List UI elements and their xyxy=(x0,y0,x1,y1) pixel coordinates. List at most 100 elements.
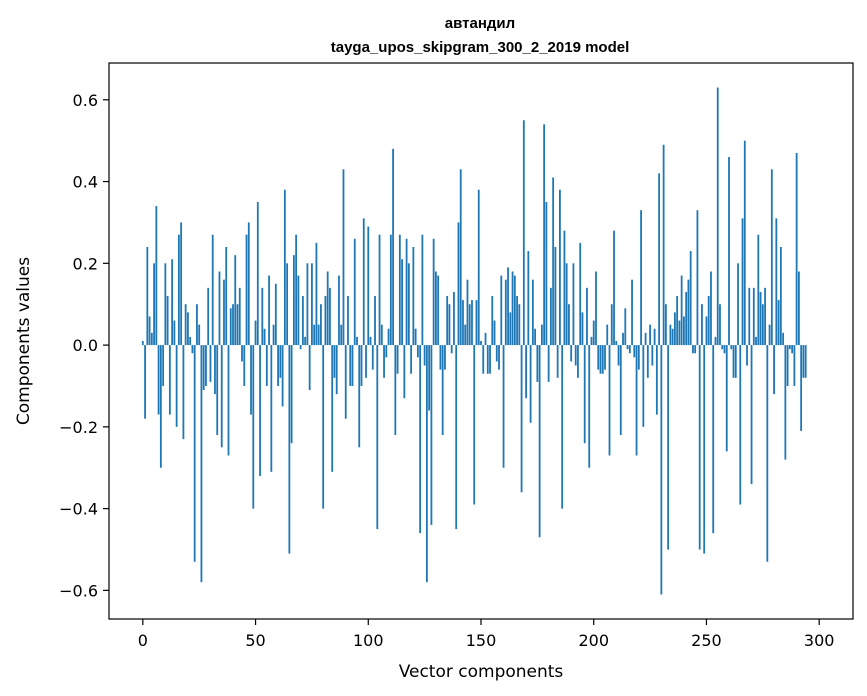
bar xyxy=(714,336,717,346)
bar xyxy=(435,271,437,346)
bar xyxy=(730,345,733,350)
y-tick-label: 0.4 xyxy=(73,173,98,192)
bar xyxy=(335,345,338,395)
bar xyxy=(707,296,710,346)
bar xyxy=(712,345,715,534)
bar xyxy=(626,345,629,350)
bar xyxy=(308,345,311,391)
bar xyxy=(793,345,796,386)
bar xyxy=(764,287,766,346)
bar xyxy=(423,345,426,366)
bar xyxy=(331,345,334,472)
y-axis-ticks: −0.6 −0.4 −0.2 0.0 0.2 0.4 0.6 xyxy=(59,91,109,600)
bar xyxy=(155,206,158,346)
bar xyxy=(527,251,530,346)
bar xyxy=(669,324,672,346)
bar xyxy=(385,345,388,358)
bar xyxy=(268,275,270,346)
bar xyxy=(640,210,642,346)
bar xyxy=(642,345,645,427)
bar xyxy=(601,345,604,374)
bar xyxy=(565,263,568,346)
bar xyxy=(628,345,631,354)
bar xyxy=(561,345,564,509)
bar xyxy=(728,157,730,346)
bar xyxy=(196,304,198,346)
bar xyxy=(425,345,428,583)
bar xyxy=(141,341,144,346)
bar xyxy=(389,234,392,346)
bar xyxy=(209,345,212,382)
bar xyxy=(658,173,661,346)
bar xyxy=(696,210,699,346)
bar xyxy=(274,283,277,346)
chart-title-line1: автандил xyxy=(445,15,515,32)
bar xyxy=(588,345,591,468)
bar xyxy=(394,345,397,436)
bar xyxy=(568,304,570,346)
bar xyxy=(676,296,679,346)
bar xyxy=(739,345,742,505)
bar xyxy=(795,152,798,346)
bar xyxy=(757,234,760,346)
bar xyxy=(410,345,413,374)
plot-frame xyxy=(108,62,854,620)
bar xyxy=(520,345,523,493)
bar xyxy=(333,345,336,378)
bar xyxy=(450,345,453,354)
bar xyxy=(182,345,185,440)
bar xyxy=(734,345,737,378)
bar xyxy=(752,287,755,346)
bar xyxy=(504,279,507,346)
bar xyxy=(592,320,595,346)
bar xyxy=(432,238,435,346)
bar xyxy=(311,263,313,346)
bar xyxy=(162,345,165,386)
bar xyxy=(340,324,343,346)
bar xyxy=(428,345,431,411)
bar xyxy=(301,296,304,346)
bar xyxy=(295,234,298,346)
bar xyxy=(148,316,151,346)
bar xyxy=(761,304,764,346)
bar xyxy=(775,218,778,346)
y-tick-label: −0.2 xyxy=(59,418,98,437)
bar xyxy=(800,345,803,431)
bar xyxy=(606,324,609,346)
bar xyxy=(444,345,446,370)
bar xyxy=(243,345,246,386)
bar xyxy=(664,304,667,346)
bar xyxy=(401,259,403,346)
bar xyxy=(272,324,275,346)
bar xyxy=(766,345,769,562)
bar xyxy=(365,345,367,378)
bar xyxy=(347,296,349,346)
bar xyxy=(297,275,300,346)
bar xyxy=(349,345,352,386)
bar xyxy=(468,304,471,346)
bar xyxy=(556,345,559,378)
bar xyxy=(486,345,489,374)
bar xyxy=(153,263,155,346)
bar xyxy=(184,304,187,346)
bar xyxy=(437,275,440,346)
x-tick-label: 100 xyxy=(353,631,384,650)
bar xyxy=(441,345,444,436)
bar xyxy=(788,345,791,350)
bar xyxy=(387,328,390,346)
y-tick-label: 0.0 xyxy=(73,336,98,355)
bar xyxy=(581,312,584,346)
bar xyxy=(701,304,703,346)
bar xyxy=(741,218,744,346)
bar xyxy=(329,287,331,346)
bar xyxy=(471,300,473,346)
bar xyxy=(595,271,597,346)
bar xyxy=(392,148,394,346)
bar xyxy=(407,263,410,346)
x-tick-label: 150 xyxy=(466,631,497,650)
x-tick-label: 250 xyxy=(691,631,722,650)
bar xyxy=(326,271,329,346)
bar xyxy=(748,287,751,346)
bar xyxy=(493,320,496,346)
